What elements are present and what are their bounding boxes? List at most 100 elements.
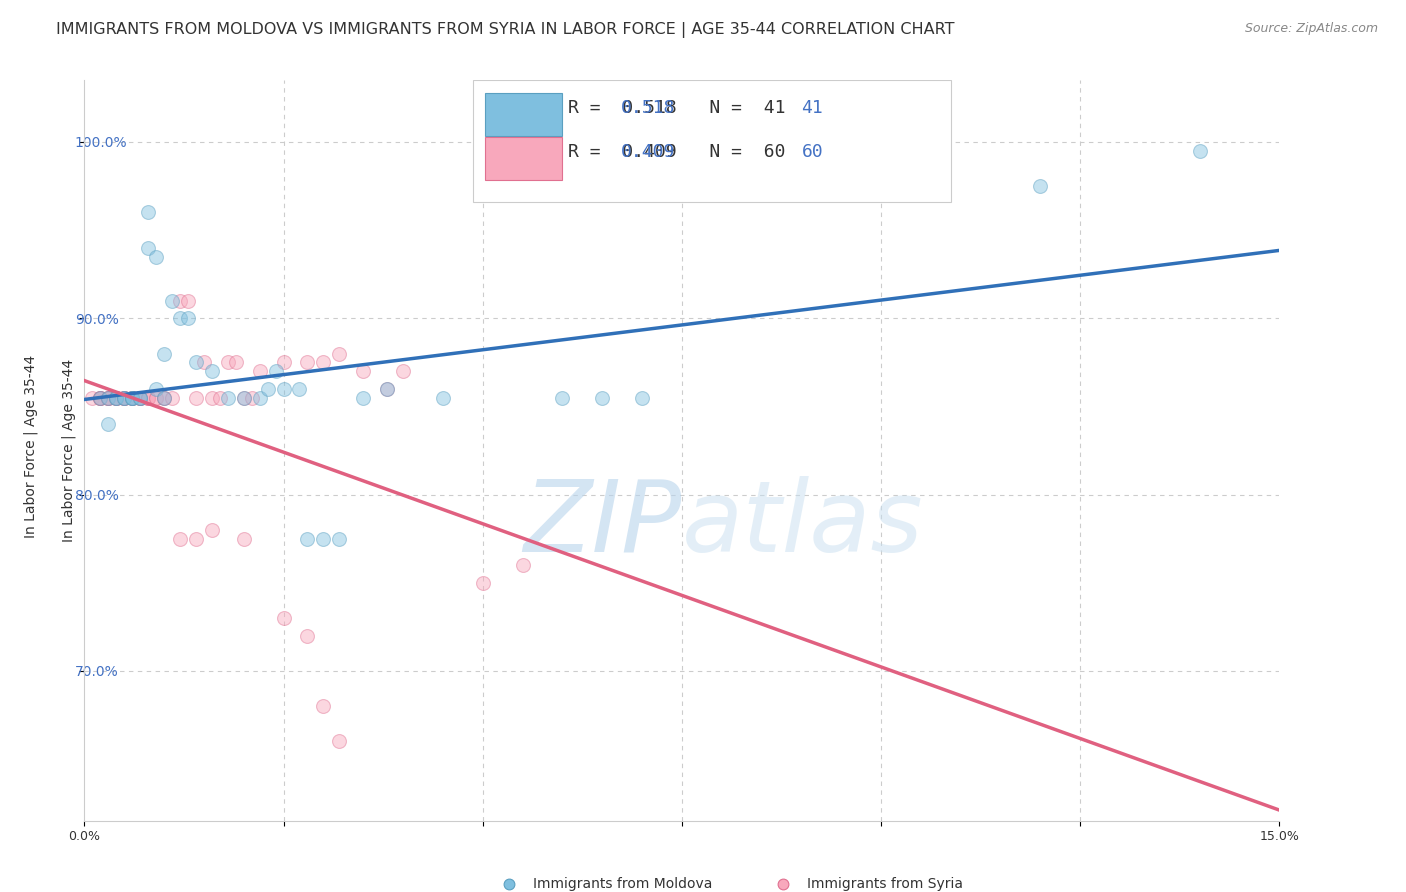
- Point: [97, 391, 120, 405]
- Point: [256, 382, 278, 396]
- Point: [121, 391, 143, 405]
- Point: [591, 391, 613, 405]
- Point: [89, 391, 111, 405]
- Point: [160, 293, 183, 308]
- Point: [312, 699, 335, 714]
- Point: [232, 391, 254, 405]
- Point: [112, 391, 135, 405]
- Point: [225, 355, 247, 369]
- Point: [184, 391, 207, 405]
- Text: R =  0.409   N =  60: R = 0.409 N = 60: [568, 143, 786, 161]
- Point: [201, 364, 224, 378]
- Point: [129, 391, 152, 405]
- Point: [105, 391, 128, 405]
- Point: [145, 382, 167, 396]
- Point: [129, 391, 152, 405]
- Point: [264, 364, 287, 378]
- Point: [249, 391, 271, 405]
- FancyBboxPatch shape: [485, 137, 562, 180]
- Point: [105, 391, 128, 405]
- Point: [471, 575, 494, 590]
- Point: [217, 391, 239, 405]
- Point: [145, 391, 167, 405]
- Point: [89, 391, 111, 405]
- Point: [153, 346, 176, 360]
- Point: [121, 391, 143, 405]
- Point: [312, 532, 335, 546]
- Point: [249, 364, 271, 378]
- Point: [240, 391, 263, 405]
- Point: [352, 364, 374, 378]
- Point: [136, 205, 159, 219]
- Text: Immigrants from Syria: Immigrants from Syria: [807, 877, 963, 890]
- Point: [273, 355, 295, 369]
- Point: [432, 391, 454, 405]
- Point: [97, 391, 120, 405]
- Point: [297, 532, 319, 546]
- Point: [153, 391, 176, 405]
- Point: [177, 311, 200, 326]
- Point: [375, 382, 398, 396]
- Point: [129, 391, 152, 405]
- Point: [153, 391, 176, 405]
- Point: [97, 391, 120, 405]
- Point: [177, 293, 200, 308]
- Text: Immigrants from Moldova: Immigrants from Moldova: [533, 877, 711, 890]
- Point: [169, 293, 191, 308]
- Point: [631, 391, 654, 405]
- Point: [551, 391, 574, 405]
- Point: [97, 417, 120, 431]
- Point: [273, 382, 295, 396]
- Point: [193, 355, 215, 369]
- Point: [184, 532, 207, 546]
- Text: 0.409: 0.409: [621, 143, 675, 161]
- Point: [273, 611, 295, 625]
- Text: atlas: atlas: [682, 476, 924, 573]
- Point: [97, 391, 120, 405]
- Point: [97, 391, 120, 405]
- Point: [328, 346, 350, 360]
- Point: [112, 391, 135, 405]
- FancyBboxPatch shape: [485, 93, 562, 136]
- Point: [145, 391, 167, 405]
- FancyBboxPatch shape: [472, 80, 950, 202]
- Point: [136, 391, 159, 405]
- Point: [136, 391, 159, 405]
- Point: [129, 391, 152, 405]
- Point: [1188, 144, 1211, 158]
- Point: [375, 382, 398, 396]
- Point: [312, 355, 335, 369]
- Point: [136, 241, 159, 255]
- Point: [169, 311, 191, 326]
- Point: [288, 382, 311, 396]
- Point: [297, 355, 319, 369]
- Point: [112, 391, 135, 405]
- Point: [105, 391, 128, 405]
- Point: [352, 391, 374, 405]
- Point: [121, 391, 143, 405]
- Point: [112, 391, 135, 405]
- Text: 60: 60: [801, 143, 823, 161]
- Point: [232, 391, 254, 405]
- Text: R =  0.518   N =  41: R = 0.518 N = 41: [568, 99, 786, 117]
- Point: [121, 391, 143, 405]
- Point: [129, 391, 152, 405]
- Point: [121, 391, 143, 405]
- Point: [297, 629, 319, 643]
- Point: [184, 355, 207, 369]
- Point: [1029, 179, 1052, 194]
- Point: [153, 391, 176, 405]
- Point: [129, 391, 152, 405]
- Point: [112, 391, 135, 405]
- Point: [89, 391, 111, 405]
- Point: [89, 391, 111, 405]
- Point: [112, 391, 135, 405]
- Text: IMMIGRANTS FROM MOLDOVA VS IMMIGRANTS FROM SYRIA IN LABOR FORCE | AGE 35-44 CORR: IMMIGRANTS FROM MOLDOVA VS IMMIGRANTS FR…: [56, 22, 955, 38]
- Point: [201, 391, 224, 405]
- Point: [82, 391, 104, 405]
- Point: [105, 391, 128, 405]
- Text: 41: 41: [801, 99, 823, 117]
- Point: [328, 532, 350, 546]
- Point: [145, 250, 167, 264]
- Point: [328, 734, 350, 748]
